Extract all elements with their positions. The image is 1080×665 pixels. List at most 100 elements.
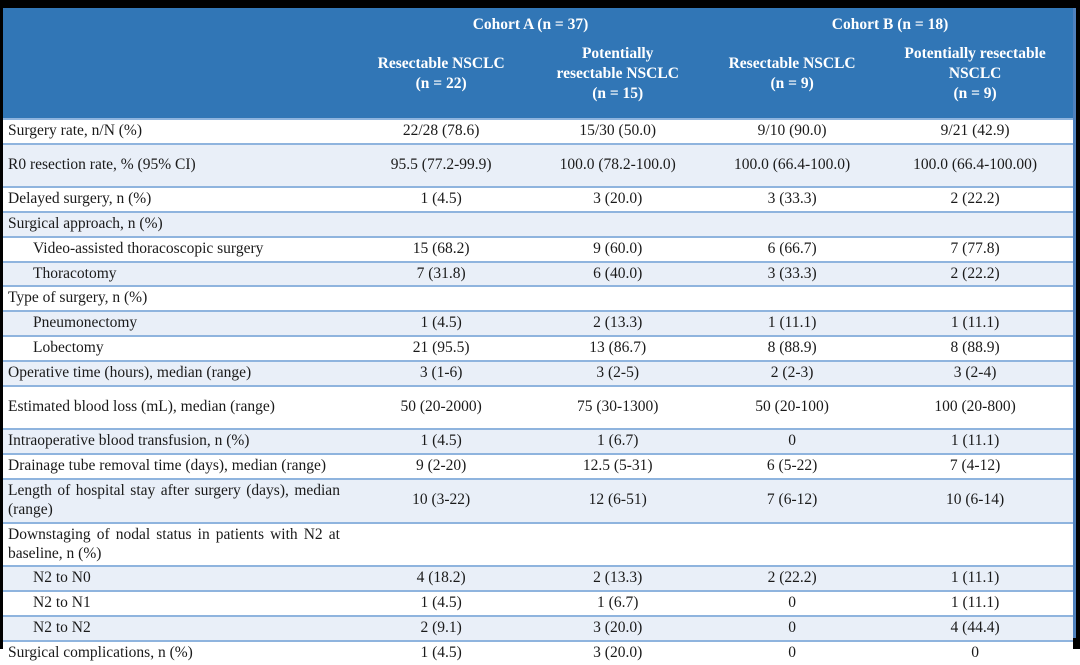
table-row: Estimated blood loss (mL), median (range… [3, 386, 1073, 429]
value-cell: 100.0 (66.4-100.0) [733, 155, 851, 173]
value-cell: 10 (6-14) [946, 491, 1005, 509]
value-cell [877, 212, 1073, 237]
value-cell: 50 (20-100) [755, 398, 829, 416]
value-cell: 1 (11.1) [950, 431, 1000, 449]
value-cell: 13 (86.7) [589, 339, 647, 357]
value-cell: 2 (22.2) [950, 189, 1000, 207]
value-cell: 2 (13.3) [593, 314, 643, 332]
value-cell: 3 (20.0) [593, 189, 643, 207]
row-label: N2 to N0 [33, 569, 91, 587]
row-label: Surgery rate, n/N (%) [8, 122, 143, 139]
value-cell: 3 (33.3) [767, 264, 817, 282]
row-label: Intraoperative blood transfusion, n (%) [8, 431, 250, 449]
table-row: Downstaging of nodal status in patients … [3, 522, 1073, 567]
value-cell [877, 523, 1073, 567]
column-header-potentially-resectable-b: Potentially resectable NSCLC (n = 9) [877, 38, 1073, 119]
row-label: Thoracotomy [33, 264, 117, 282]
value-cell: 6 (40.0) [593, 264, 643, 282]
value-cell: 8 (88.9) [950, 339, 1000, 357]
table-row: Thoracotomy 7 (31.8) 6 (40.0) 3 (33.3) 2… [3, 261, 1073, 287]
value-cell: 7 (77.8) [950, 239, 1000, 257]
table-row: Surgical approach, n (%) [3, 211, 1073, 237]
value-cell: 21 (95.5) [412, 339, 470, 357]
value-cell: 100.0 (78.2-100.0) [559, 155, 676, 173]
value-cell: 2 (22.2) [950, 264, 1000, 282]
value-cell: 50 (20-2000) [400, 398, 482, 416]
row-label: Type of surgery, n (%) [8, 289, 148, 307]
value-cell: 2 (22.2) [767, 569, 817, 587]
row-label: Video-assisted thoracoscopic surgery [33, 239, 264, 257]
column-header-row: Resectable NSCLC (n = 22) Potentially re… [3, 38, 1073, 119]
value-cell: 12 (6-51) [588, 491, 647, 509]
value-cell: 1 (4.5) [420, 431, 462, 449]
value-cell: 1 (11.1) [950, 594, 1000, 612]
value-cell: 3 (1-6) [419, 364, 463, 382]
value-cell: 1 (6.7) [597, 594, 639, 612]
value-cell: 3 (20.0) [593, 644, 643, 662]
column-header-resectable-b: Resectable NSCLC (n = 9) [707, 38, 878, 119]
value-cell: 7 (31.8) [416, 264, 466, 282]
table-row: N2 to N0 4 (18.2) 2 (13.3) 2 (22.2) 1 (1… [3, 566, 1073, 592]
value-cell: 4 (44.4) [950, 619, 1000, 637]
value-cell: 15 (68.2) [412, 239, 470, 257]
value-cell [877, 286, 1073, 311]
value-cell: 10 (3-22) [412, 491, 471, 509]
table-row: Delayed surgery, n (%) 1 (4.5) 3 (20.0) … [3, 186, 1073, 212]
value-cell: 2 (13.3) [593, 569, 643, 587]
value-cell: 9/21 (42.9) [940, 122, 1010, 139]
row-label: Downstaging of nodal status in patients … [8, 525, 340, 562]
value-cell [707, 286, 877, 311]
surgical-outcomes-table: Cohort A (n = 37) Cohort B (n = 18) Rese… [3, 8, 1073, 665]
table-row: Video-assisted thoracoscopic surgery 15 … [3, 236, 1073, 262]
value-cell: 9/10 (90.0) [757, 122, 827, 139]
row-label: Estimated blood loss (mL), median (range… [8, 398, 275, 416]
table-row: Surgery rate, n/N (%) 22/28 (78.6) 15/30… [3, 119, 1073, 144]
value-cell: 1 (6.7) [597, 431, 639, 449]
value-cell: 22/28 (78.6) [402, 122, 480, 139]
table-row: Length of hospital stay after surgery (d… [3, 478, 1073, 523]
value-cell: 3 (20.0) [593, 619, 643, 637]
value-cell: 12.5 (5-31) [582, 456, 653, 474]
value-cell: 4 (18.2) [416, 569, 466, 587]
table-wrap: Cohort A (n = 37) Cohort B (n = 18) Rese… [3, 8, 1076, 665]
value-cell: 7 (4-12) [949, 456, 1001, 474]
value-cell: 3 (2-5) [596, 364, 640, 382]
value-cell: 2 (2-3) [770, 364, 814, 382]
row-label: Surgical approach, n (%) [8, 214, 163, 232]
value-cell: 8 (88.9) [767, 339, 817, 357]
value-cell: 6 (5-22) [766, 456, 818, 474]
row-label: Length of hospital stay after surgery (d… [8, 481, 340, 518]
row-label: Pneumonectomy [33, 314, 138, 332]
value-cell: 0 [788, 644, 796, 662]
value-cell [354, 286, 528, 311]
table-row: Drainage tube removal time (days), media… [3, 453, 1073, 479]
value-cell: 1 (4.5) [420, 644, 462, 662]
value-cell: 1 (11.1) [767, 314, 817, 332]
value-cell: 1 (4.5) [420, 189, 462, 207]
value-cell: 3 (2-4) [953, 364, 997, 382]
group-header-cohort-b: Cohort B (n = 18) [707, 8, 1073, 38]
table-row: N2 to N1 1 (4.5) 1 (6.7) 0 1 (11.1) [3, 591, 1073, 617]
value-cell: 3 (33.3) [767, 189, 817, 207]
table-row: Pneumonectomy 1 (4.5) 2 (13.3) 1 (11.1) … [3, 311, 1073, 337]
row-label: N2 to N1 [33, 594, 91, 612]
table-row: Lobectomy 21 (95.5) 13 (86.7) 8 (88.9) 8… [3, 336, 1073, 362]
value-cell [354, 523, 528, 567]
value-cell [707, 212, 877, 237]
value-cell: 1 (11.1) [950, 569, 1000, 587]
corner-cell [3, 8, 354, 38]
row-label: Drainage tube removal time (days), media… [8, 456, 327, 474]
table-row: Surgical complications, n (%) 1 (4.5) 3 … [3, 641, 1073, 665]
row-label: N2 to N2 [33, 619, 91, 637]
value-cell [528, 286, 707, 311]
value-cell [528, 523, 707, 567]
value-cell: 7 (6-12) [766, 491, 818, 509]
value-cell: 95.5 (77.2-99.9) [390, 155, 492, 173]
value-cell [354, 212, 528, 237]
group-header-row: Cohort A (n = 37) Cohort B (n = 18) [3, 8, 1073, 38]
value-cell [528, 212, 707, 237]
table-row: N2 to N2 2 (9.1) 3 (20.0) 0 4 (44.4) [3, 616, 1073, 642]
row-label: Delayed surgery, n (%) [8, 189, 152, 207]
row-label: Lobectomy [33, 339, 104, 357]
